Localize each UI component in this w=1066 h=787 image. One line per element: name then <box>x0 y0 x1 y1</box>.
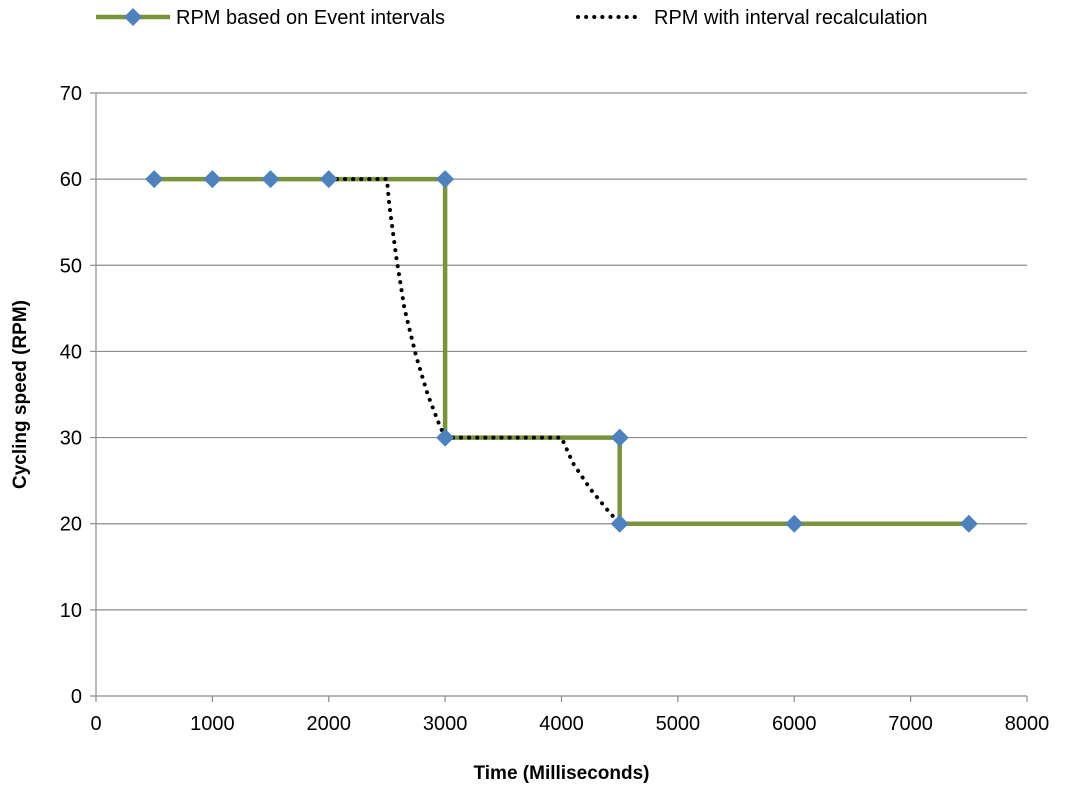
data-point-diamond <box>203 170 222 189</box>
data-point-diamond <box>959 514 978 533</box>
x-tick-label: 7000 <box>888 713 933 735</box>
x-tick-label: 4000 <box>539 713 584 735</box>
y-tick-label: 10 <box>60 600 82 622</box>
series-line-recalculation <box>326 177 622 526</box>
plot-area <box>154 176 969 526</box>
y-tick-label: 0 <box>71 686 82 708</box>
x-axis-title: Time (Milliseconds) <box>474 763 650 784</box>
data-point-diamond <box>436 170 455 189</box>
axes <box>90 92 1028 702</box>
x-tick-label: 0 <box>90 713 101 735</box>
x-tick-label: 1000 <box>190 713 235 735</box>
x-tick-label: 6000 <box>772 713 817 735</box>
x-tick-label: 3000 <box>423 713 468 735</box>
y-tick-label: 40 <box>60 341 82 363</box>
data-point-diamond <box>785 514 804 533</box>
y-tick-label: 30 <box>60 428 82 450</box>
data-point-diamond <box>261 170 280 189</box>
data-point-diamond <box>145 170 164 189</box>
data-point-diamond <box>319 170 338 189</box>
series-line-event-intervals <box>154 176 969 526</box>
x-tick-label: 8000 <box>1005 713 1050 735</box>
data-point-diamond <box>436 428 455 447</box>
y-tick-label: 20 <box>60 514 82 536</box>
y-tick-label: 70 <box>60 83 82 105</box>
data-point-diamond <box>610 428 629 447</box>
y-tick-label: 60 <box>60 169 82 191</box>
legend-label-recalculation: RPM with interval recalculation <box>654 7 927 29</box>
y-tick-label: 50 <box>60 255 82 277</box>
y-axis-title: Cycling speed (RPM) <box>10 300 31 489</box>
legend-item-event-intervals: RPM based on Event intervals <box>96 7 445 29</box>
gridlines <box>96 92 1027 611</box>
legend-label-event-intervals: RPM based on Event intervals <box>176 7 445 29</box>
x-tick-label: 2000 <box>307 713 352 735</box>
tick-labels: 0 10 20 30 40 50 60 70 0 1000 2000 3000 4000 5000 6000… <box>60 83 1050 735</box>
x-tick-label: 5000 <box>656 713 701 735</box>
data-markers <box>145 170 978 533</box>
data-point-diamond <box>610 514 629 533</box>
legend: RPM based on Event intervals RPM with in… <box>96 7 927 29</box>
legend-item-recalculation: RPM with interval recalculation <box>576 7 927 29</box>
legend-diamond-marker <box>124 8 142 26</box>
